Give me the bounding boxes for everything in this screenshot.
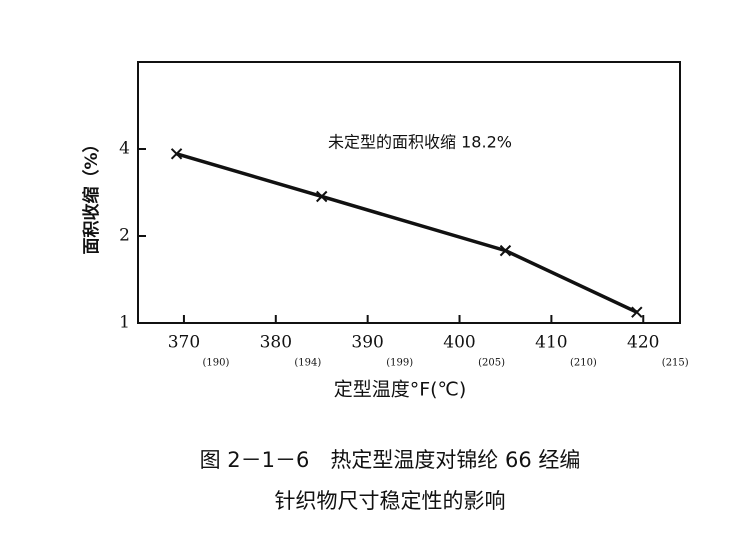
x-tick-label: 390 <box>351 333 383 353</box>
x-tick-label: 370 <box>168 333 200 353</box>
y-tick-label: 2 <box>119 226 130 246</box>
x-tick-label: 410 <box>535 333 567 353</box>
x-tick-label: 400 <box>443 333 475 353</box>
x-axis-label: 定型温度°F(℃) <box>334 379 467 401</box>
caption: 针织物尺寸稳定性的影响 <box>275 489 506 513</box>
y-axis-label: 面积收缩（%） <box>81 135 102 254</box>
y-tick-label: 1 <box>119 313 130 333</box>
x-tick-label-secondary: (210) <box>570 358 597 369</box>
x-tick-label-secondary: (194) <box>294 358 321 369</box>
line <box>176 152 638 314</box>
x-tick-label-secondary: (190) <box>202 358 229 369</box>
point-marker <box>170 148 183 160</box>
point-marker <box>631 306 643 318</box>
y-tick-label: 4 <box>119 139 130 159</box>
annotation: 未定型的面积收缩 18.2% <box>328 133 512 152</box>
plot-frame <box>137 61 681 324</box>
point-marker <box>316 190 328 203</box>
x-tick-label-secondary: (205) <box>478 358 505 369</box>
caption: 图 2－1－6 热定型温度对锦纶 66 经编 <box>200 448 581 472</box>
point-marker <box>499 244 512 257</box>
x-tick-label-secondary: (199) <box>386 358 413 369</box>
x-tick-label-secondary: (215) <box>662 358 689 369</box>
x-tick-label: 380 <box>260 333 292 353</box>
x-tick-label: 420 <box>627 333 659 353</box>
